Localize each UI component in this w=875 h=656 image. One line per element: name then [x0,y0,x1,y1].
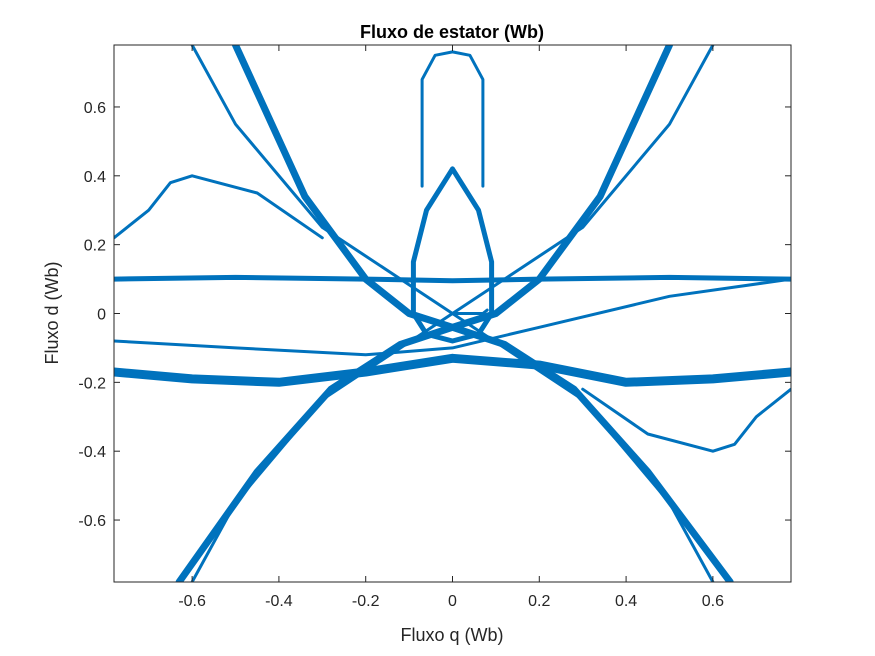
series-line-5 [410,166,495,344]
series-line-3 [114,353,791,387]
x-tick-label: 0.2 [528,593,550,610]
y-axis-ticks: -0.6 -0.4 -0.2 0 0.2 0.4 0.6 [78,100,791,530]
y-tick-label: -0.6 [78,513,106,530]
x-tick-label: 0 [448,593,457,610]
x-tick-label: 0.6 [702,593,724,610]
y-tick-label: 0.6 [84,100,106,117]
series-line-12 [451,308,489,315]
x-axis-label: Fluxo q (Wb) [400,625,503,645]
y-tick-label: 0.2 [84,238,106,255]
series-line-11 [114,277,791,357]
y-tick-label: -0.2 [78,375,106,392]
series-line-6 [420,50,485,188]
series-line-4 [114,274,791,284]
data-traces [114,45,791,582]
series-line-10 [581,387,791,453]
y-axis-label: Fluxo d (Wb) [42,261,62,364]
series-line-9 [114,174,324,240]
x-tick-label: -0.2 [352,593,380,610]
y-tick-label: -0.4 [78,444,106,461]
x-tick-label: 0.4 [615,593,637,610]
x-tick-label: -0.6 [178,593,206,610]
x-tick-label: -0.4 [265,593,293,610]
y-tick-label: 0 [97,307,106,324]
series-line-2 [232,45,734,582]
x-axis-ticks: -0.6 -0.4 -0.2 0 0.2 0.4 0.6 [178,45,724,610]
chart-title: Fluxo de estator (Wb) [360,22,544,42]
y-tick-label: 0.4 [84,169,106,186]
